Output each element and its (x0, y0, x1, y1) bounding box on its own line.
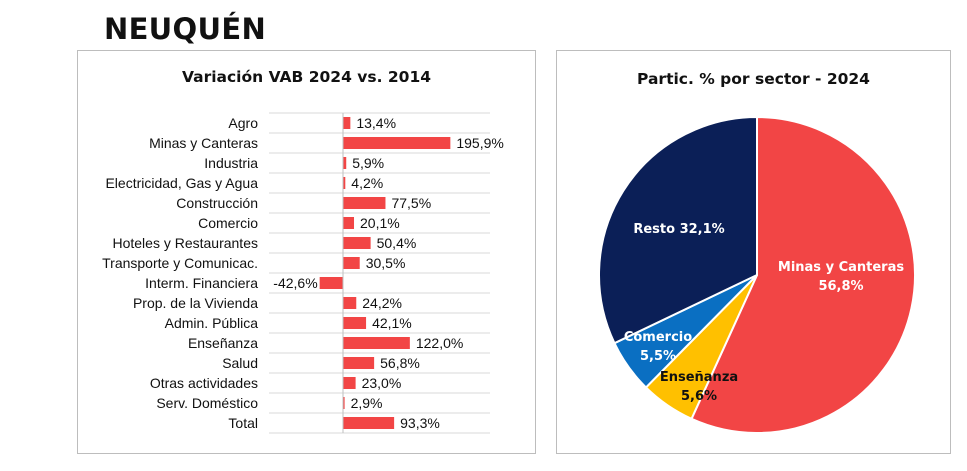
slice-name-label: Minas y Canteras (778, 260, 904, 275)
bar (319, 277, 343, 289)
value-label: 93,3% (400, 415, 440, 431)
category-label: Salud (222, 355, 258, 371)
value-label: 24,2% (362, 295, 402, 311)
bar (343, 157, 347, 169)
slice-value-label: 5,5% (640, 349, 676, 364)
bar (343, 177, 346, 189)
bar-chart: Agro 13,4% Minas y Canteras 195,9% Industria… (102, 112, 504, 434)
category-label: Serv. Doméstico (156, 395, 258, 411)
pie-slice (690, 115, 916, 434)
category-label: Hoteles y Restaurantes (112, 235, 258, 251)
value-label: 50,4% (377, 235, 417, 251)
page-title: NEUQUÉN (104, 12, 267, 46)
bar (343, 337, 410, 349)
category-label: Admin. Pública (165, 315, 259, 331)
slice-name-label: Comercio (624, 330, 692, 345)
bar (343, 257, 360, 269)
category-label: Electricidad, Gas y Agua (105, 175, 258, 191)
value-label: 195,9% (456, 135, 503, 151)
value-label: 13,4% (356, 115, 396, 131)
category-label: Transporte y Comunicac. (102, 255, 258, 271)
slice-label: Resto 32,1% (633, 222, 724, 237)
value-label: 77,5% (391, 195, 431, 211)
value-label: 30,5% (366, 255, 406, 271)
pie-slice (598, 115, 758, 345)
category-label: Prop. de la Vivienda (133, 295, 258, 311)
category-label: Total (228, 415, 258, 431)
category-label: Agro (228, 115, 258, 131)
bar (343, 237, 371, 249)
value-label: -42,6% (273, 275, 317, 291)
category-label: Construcción (176, 195, 258, 211)
category-label: Enseñanza (188, 335, 258, 351)
value-label: 2,9% (351, 395, 383, 411)
pie-chart-title: Partic. % por sector - 2024 (637, 70, 870, 88)
slice-value-label: 56,8% (818, 279, 863, 294)
value-label: 5,9% (352, 155, 384, 171)
pie-chart-panel: Partic. % por sector - 2024 Minas y Cant… (556, 50, 951, 454)
slice-name-label: Enseñanza (660, 370, 738, 385)
value-label: 122,0% (416, 335, 463, 351)
bar (343, 137, 451, 149)
category-label: Interm. Financiera (145, 275, 258, 291)
bar (343, 377, 356, 389)
bar (343, 217, 355, 229)
category-label: Otras actividades (150, 375, 258, 391)
category-label: Comercio (198, 215, 258, 231)
value-label: 23,0% (362, 375, 402, 391)
slice-value-label: 5,6% (681, 389, 717, 404)
bar (343, 117, 351, 129)
category-label: Minas y Canteras (149, 135, 258, 151)
bar-chart-title: Variación VAB 2024 vs. 2014 (181, 68, 432, 86)
bar (343, 297, 357, 309)
bar-chart-panel: Variación VAB 2024 vs. 2014 Agro 13,4% Min… (77, 50, 536, 454)
bar (343, 317, 367, 329)
bar (343, 357, 375, 369)
bar (343, 397, 345, 409)
value-label: 42,1% (372, 315, 412, 331)
value-label: 20,1% (360, 215, 400, 231)
bar (343, 417, 395, 429)
bar (343, 197, 386, 209)
value-label: 56,8% (380, 355, 420, 371)
pie-chart: Minas y Canteras 56,8% Enseñanza 5,6% Comerc… (598, 115, 916, 434)
category-label: Industria (204, 155, 258, 171)
value-label: 4,2% (351, 175, 383, 191)
